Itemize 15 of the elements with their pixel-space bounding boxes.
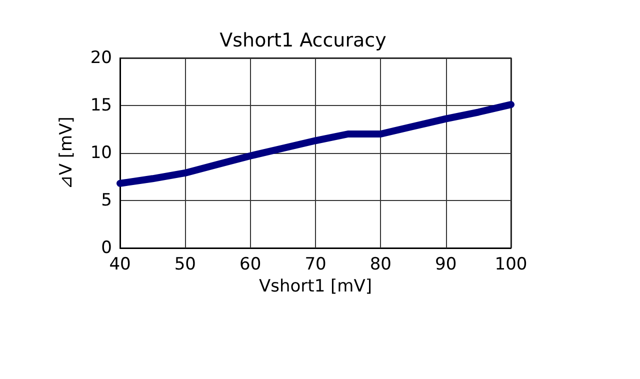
x-axis-title: Vshort1 [mV] (259, 276, 372, 296)
y-tick-label: 15 (90, 96, 112, 116)
y-tick-label: 5 (101, 190, 112, 210)
y-tick-label: 10 (90, 143, 112, 163)
y-tick-label: 20 (90, 48, 112, 68)
y-axis-title: ⊿V [mV] (56, 116, 76, 190)
x-tick-label: 90 (435, 254, 457, 274)
x-tick-label: 50 (174, 254, 196, 274)
y-tick-label: 0 (101, 238, 112, 258)
x-tick-label: 80 (370, 254, 392, 274)
x-tick-label: 70 (304, 254, 326, 274)
chart-title: Vshort1 Accuracy (220, 30, 386, 52)
x-tick-label: 60 (240, 254, 262, 274)
x-tick-label: 100 (494, 254, 528, 274)
x-tick-label: 40 (109, 254, 131, 274)
